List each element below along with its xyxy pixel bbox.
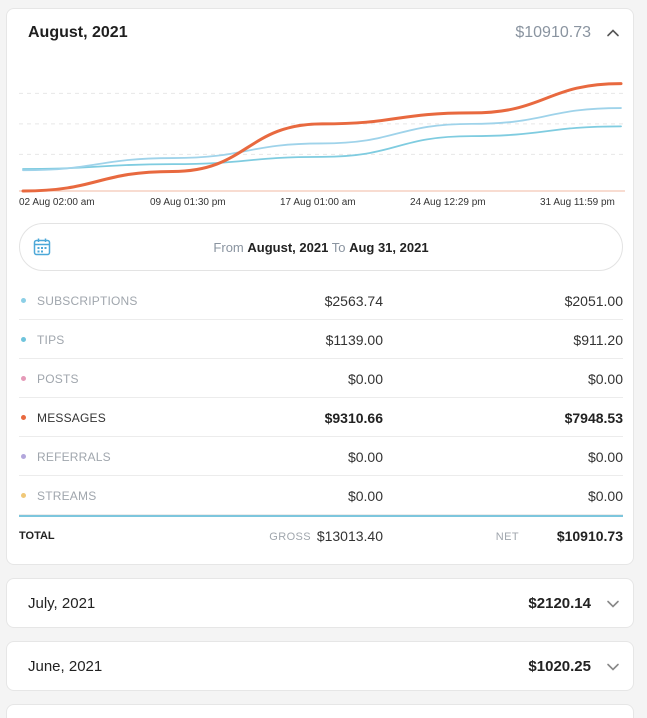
series-dot [21, 493, 26, 498]
chevron-down-icon[interactable] [605, 659, 621, 675]
row-gross: $1139.00 [325, 332, 383, 348]
earnings-breakdown: SUBSCRIPTIONS $2563.74 $2051.00 TIPS $11… [19, 281, 623, 515]
gross-total: $13013.40 [316, 528, 383, 544]
row-net: $0.00 [587, 371, 623, 387]
row-net: $2051.00 [564, 293, 623, 309]
month-card-august: August, 2021 $10910.73 02 Aug 02:00 am 0… [6, 8, 634, 565]
x-tick-label: 02 Aug 02:00 am [19, 197, 95, 208]
series-dot [21, 376, 26, 381]
chart-grid [19, 92, 625, 192]
to-value: Aug 31, 2021 [349, 240, 429, 255]
month-card-june[interactable]: June, 2021 $1020.25 [6, 641, 634, 691]
net-label: NET [495, 531, 519, 543]
row-messages: MESSAGES $9310.66 $7948.53 [19, 398, 623, 437]
date-range-text: From August, 2021 To Aug 31, 2021 [20, 240, 622, 255]
row-net: $911.20 [573, 332, 623, 348]
total-label: TOTAL [19, 530, 55, 542]
series-dot [21, 415, 26, 420]
series-dot [21, 298, 26, 303]
month-card-partial[interactable] [6, 704, 634, 718]
chevron-up-icon[interactable] [605, 25, 621, 41]
row-label: MESSAGES [37, 411, 106, 425]
row-referrals: REFERRALS $0.00 $0.00 [19, 437, 623, 476]
month-card-july[interactable]: July, 2021 $2120.14 [6, 578, 634, 628]
month-amount: $2120.14 [528, 595, 591, 612]
series-line [22, 125, 622, 170]
to-label: To [331, 240, 346, 255]
month-amount: $10910.73 [515, 24, 591, 41]
row-streams: STREAMS $0.00 $0.00 [19, 476, 623, 515]
series-dot [21, 454, 26, 459]
row-label: REFERRALS [37, 450, 111, 464]
x-tick-label: 24 Aug 12:29 pm [410, 197, 486, 208]
chevron-down-icon[interactable] [605, 596, 621, 612]
from-value: August, 2021 [247, 240, 329, 255]
series-line [21, 82, 623, 193]
earnings-chart [19, 82, 625, 193]
month-amount: $1020.25 [528, 658, 591, 675]
row-label: SUBSCRIPTIONS [37, 294, 138, 308]
x-tick-label: 31 Aug 11:59 pm [540, 197, 615, 208]
row-label: STREAMS [37, 489, 97, 503]
gross-label: GROSS [269, 531, 311, 543]
calendar-icon[interactable] [32, 237, 52, 257]
row-tips: TIPS $1139.00 $911.20 [19, 320, 623, 359]
row-gross: $0.00 [347, 371, 383, 387]
row-subscriptions: SUBSCRIPTIONS $2563.74 $2051.00 [19, 281, 623, 320]
month-header-august[interactable]: August, 2021 $10910.73 [7, 9, 633, 57]
net-total: $10910.73 [556, 528, 623, 544]
month-title: July, 2021 [28, 595, 96, 612]
series-dot [21, 337, 26, 342]
row-gross: $9310.66 [324, 410, 383, 426]
total-row: TOTAL GROSS $13013.40 NET $10910.73 [19, 515, 623, 555]
chart-series [21, 82, 623, 193]
row-posts: POSTS $0.00 $0.00 [19, 359, 623, 398]
row-net: $0.00 [587, 449, 623, 465]
row-net: $0.00 [587, 488, 623, 504]
row-gross: $2563.74 [324, 293, 383, 309]
row-net: $7948.53 [564, 410, 623, 426]
x-tick-label: 09 Aug 01:30 pm [150, 197, 226, 208]
month-title: June, 2021 [28, 658, 103, 675]
row-label: POSTS [37, 372, 79, 386]
series-line [22, 107, 622, 172]
date-range-picker[interactable]: From August, 2021 To Aug 31, 2021 [19, 223, 623, 271]
x-tick-label: 17 Aug 01:00 am [280, 197, 356, 208]
row-label: TIPS [37, 333, 65, 347]
row-gross: $0.00 [347, 488, 383, 504]
row-gross: $0.00 [347, 449, 383, 465]
month-title: August, 2021 [28, 24, 128, 41]
from-label: From [213, 240, 244, 255]
